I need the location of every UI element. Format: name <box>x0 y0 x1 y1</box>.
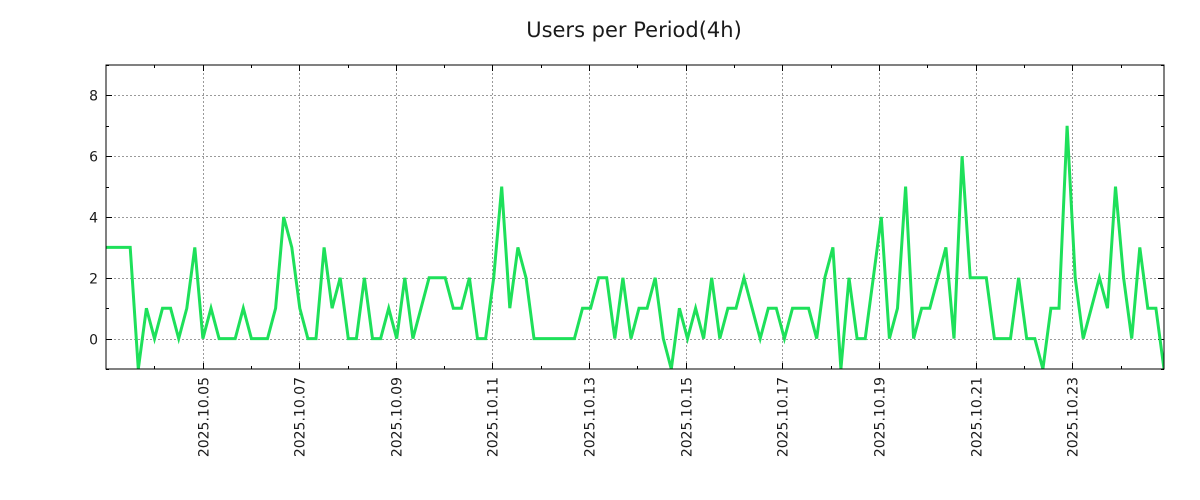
y-tick-label: 8 <box>89 89 98 105</box>
plot-frame <box>105 64 1165 370</box>
y-axis-tick-labels: 0 2 4 6 8 <box>89 89 98 349</box>
x-tick-label: 2025.10.15 <box>680 377 696 457</box>
chart-title: Users per Period(4h) <box>526 18 742 42</box>
x-tick-label: 2025.10.13 <box>583 377 599 457</box>
x-tick-label: 2025.10.09 <box>390 377 406 457</box>
x-tick-label: 2025.10.23 <box>1066 377 1082 457</box>
series-layer <box>106 125 1164 369</box>
x-tick-label: 2025.10.05 <box>197 377 213 457</box>
y-tick-label: 4 <box>89 211 98 227</box>
x-axis-tick-labels: 2025.10.05 2025.10.07 2025.10.09 2025.10.11… <box>197 377 1082 457</box>
y-tick-label: 2 <box>89 272 98 288</box>
x-tick-label: 2025.10.11 <box>486 377 502 457</box>
y-tick-label: 6 <box>89 150 98 166</box>
x-tick-label: 2025.10.21 <box>970 377 986 457</box>
series-line-users <box>106 125 1164 369</box>
x-tick-label: 2025.10.07 <box>293 377 309 457</box>
y-tick-label: 0 <box>89 333 98 349</box>
x-tick-label: 2025.10.19 <box>873 377 889 457</box>
x-tick-label: 2025.10.17 <box>776 377 792 457</box>
